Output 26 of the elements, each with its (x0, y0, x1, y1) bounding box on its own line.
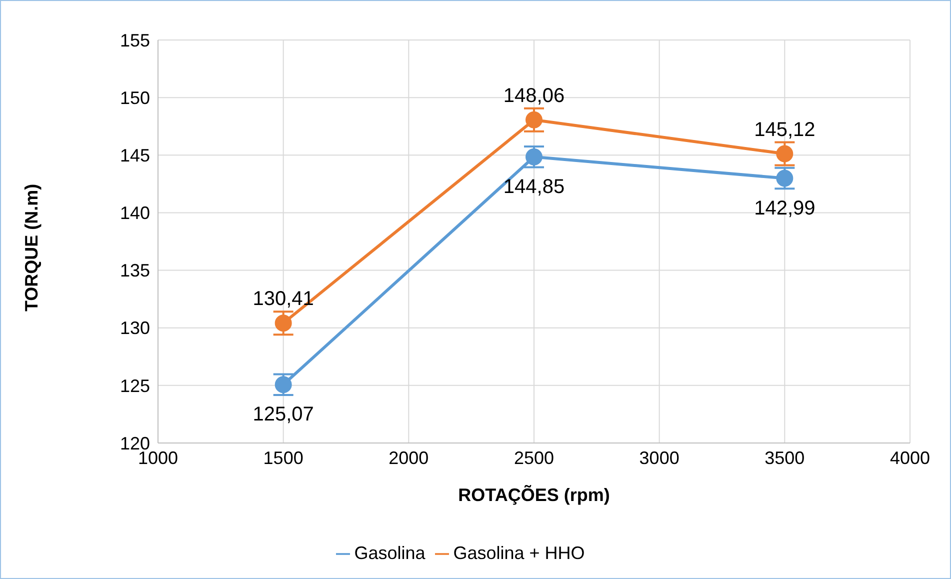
legend-label: Gasolina + HHO (453, 543, 585, 563)
y-axis-title: TORQUE (N.m) (21, 184, 42, 312)
point (526, 111, 542, 128)
x-tick-label: 4000 (890, 448, 930, 468)
y-tick-label: 150 (120, 88, 150, 108)
data-label: 125,07 (252, 404, 314, 426)
y-tick-label: 140 (120, 203, 150, 224)
legend-label: Gasolina (354, 543, 426, 563)
data-label: 130,41 (252, 288, 314, 310)
x-axis-title: ROTAÇÕES (rpm) (458, 484, 610, 505)
y-tick-label: 130 (120, 318, 150, 338)
y-tick-label: 135 (120, 260, 150, 281)
point (776, 145, 794, 162)
x-tick-label: 3500 (764, 448, 805, 468)
y-tick-label: 155 (120, 30, 150, 50)
y-tick-label: 125 (120, 376, 150, 396)
x-tick-label: 2000 (388, 448, 429, 468)
point (274, 314, 292, 332)
data-label: 142,99 (754, 197, 816, 220)
x-tick-label: 1500 (263, 448, 304, 468)
x-tick-label: 3000 (639, 448, 680, 468)
data-label: 144,85 (503, 176, 565, 198)
data-label: 148,06 (503, 84, 565, 107)
data-label: 145,12 (754, 118, 816, 141)
y-tick-label: 145 (120, 146, 150, 166)
x-tick-label: 2500 (514, 448, 554, 468)
